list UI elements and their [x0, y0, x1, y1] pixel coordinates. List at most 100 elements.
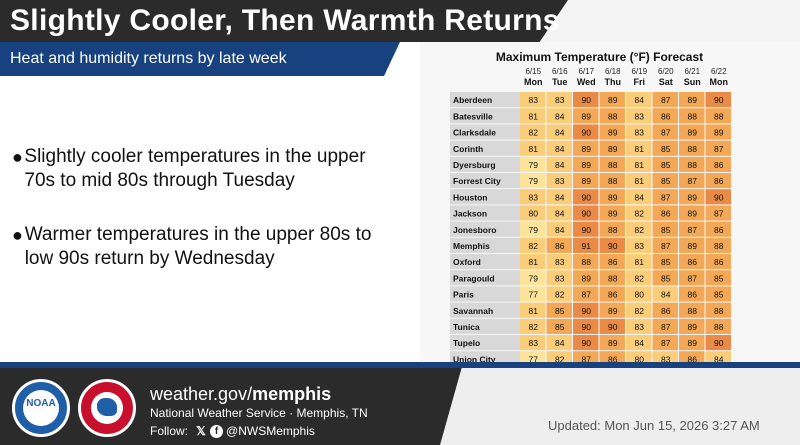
temperature-value: 81: [635, 160, 645, 170]
temperature-cell: [599, 351, 625, 362]
temperature-cell: [599, 189, 625, 205]
temperature-value: 85: [661, 257, 671, 267]
bullet-item: ● Warmer temperatures in the upper 80s t…: [12, 223, 372, 271]
temperature-value: 89: [608, 144, 618, 154]
temperature-value: 86: [688, 290, 698, 300]
temperature-value: 88: [608, 273, 618, 283]
temperature-value: 85: [661, 160, 671, 170]
temperature-cell: [652, 205, 678, 221]
temperature-cell: [546, 189, 572, 205]
temperature-cell: [520, 254, 546, 270]
temperature-value: 86: [714, 176, 724, 186]
temperature-cell: [546, 237, 572, 253]
temperature-value: 82: [635, 273, 645, 283]
temperature-cell: [705, 351, 731, 362]
temperature-value: 87: [688, 273, 698, 283]
temperature-value: 88: [714, 322, 724, 332]
subtitle-band: [0, 42, 400, 76]
temperature-cell: [599, 92, 625, 108]
temperature-cell: [599, 270, 625, 286]
temperature-value: 84: [635, 95, 645, 105]
temperature-value: 86: [608, 290, 618, 300]
temperature-cell: [520, 140, 546, 156]
temperature-value: 81: [635, 257, 645, 267]
x-icon[interactable]: 𝕏: [196, 424, 206, 438]
temperature-value: 87: [661, 95, 671, 105]
temperature-value: 85: [555, 306, 565, 316]
social-handle[interactable]: @NWSMemphis: [226, 424, 315, 438]
city-label-cell: [450, 351, 520, 362]
column-day: Wed: [577, 77, 596, 87]
temperature-cell: [573, 286, 599, 302]
page-title: Slightly Cooler, Then Warmth Returns: [10, 4, 560, 37]
bullet-text: Warmer temperatures in the upper 80s to …: [24, 224, 372, 269]
temperature-cell: [705, 156, 731, 172]
column-day: Thu: [605, 77, 622, 87]
temperature-value: 86: [661, 111, 671, 121]
temperature-value: 88: [688, 111, 698, 121]
column-date: 6/18: [605, 67, 621, 76]
temperature-value: 81: [529, 111, 539, 121]
temperature-value: 83: [635, 111, 645, 121]
temperature-cell: [705, 335, 731, 351]
temperature-cell: [546, 270, 572, 286]
temperature-cell: [599, 124, 625, 140]
temperature-cell: [520, 205, 546, 221]
temperature-value: 85: [714, 273, 724, 283]
follow-label: Follow:: [150, 424, 189, 438]
temperature-cell: [573, 173, 599, 189]
temperature-cell: [520, 221, 546, 237]
temperature-value: 84: [555, 128, 565, 138]
temperature-value: 88: [714, 306, 724, 316]
temperature-cell: [546, 205, 572, 221]
column-day: Tue: [552, 77, 567, 87]
temperature-cell: [599, 335, 625, 351]
temperature-cell: [599, 156, 625, 172]
temperature-cell: [679, 124, 705, 140]
temperature-cell: [705, 189, 731, 205]
temperature-value: 82: [555, 354, 565, 362]
noaa-logo-text: NOAA: [26, 398, 56, 409]
temperature-cell: [573, 108, 599, 124]
temperature-cell: [626, 270, 652, 286]
temperature-value: 81: [529, 257, 539, 267]
footer-updated-panel: [440, 368, 800, 445]
temperature-cell: [652, 173, 678, 189]
temperature-cell: [652, 156, 678, 172]
chart-title: Maximum Temperature (°F) Forecast: [495, 50, 704, 64]
column-day: Mon: [524, 77, 543, 87]
temperature-cell: [679, 156, 705, 172]
temperature-cell: [546, 286, 572, 302]
temperature-value: 90: [582, 95, 592, 105]
temperature-value: 89: [688, 209, 698, 219]
temperature-cell: [626, 92, 652, 108]
temperature-cell: [705, 270, 731, 286]
city-label-cell: [450, 140, 520, 156]
temperature-cell: [626, 351, 652, 362]
temperature-value: 90: [582, 322, 592, 332]
temperature-value: 88: [582, 257, 592, 267]
temperature-value: 90: [582, 338, 592, 348]
column-day: Sat: [659, 77, 673, 87]
temperature-value: 83: [529, 338, 539, 348]
temperature-cell: [573, 318, 599, 334]
column-date: 6/21: [684, 67, 700, 76]
temperature-cell: [705, 173, 731, 189]
temperature-value: 85: [661, 273, 671, 283]
temperature-value: 82: [635, 306, 645, 316]
temperature-cell: [573, 335, 599, 351]
temperature-value: 86: [688, 257, 698, 267]
city-label-cell: [450, 92, 520, 108]
temperature-value: 77: [529, 354, 539, 362]
city-label-cell: [450, 189, 520, 205]
facebook-icon[interactable]: f: [210, 424, 224, 438]
nws-logo-map-icon: [97, 398, 117, 416]
temperature-value: 87: [582, 354, 592, 362]
temperature-value: 85: [661, 144, 671, 154]
temperature-cell: [652, 286, 678, 302]
website-link[interactable]: weather.gov/memphis: [150, 384, 331, 405]
city-label: Union City: [453, 354, 496, 362]
temperature-value: 90: [714, 95, 724, 105]
temperature-cell: [573, 205, 599, 221]
temperature-cell: [705, 124, 731, 140]
